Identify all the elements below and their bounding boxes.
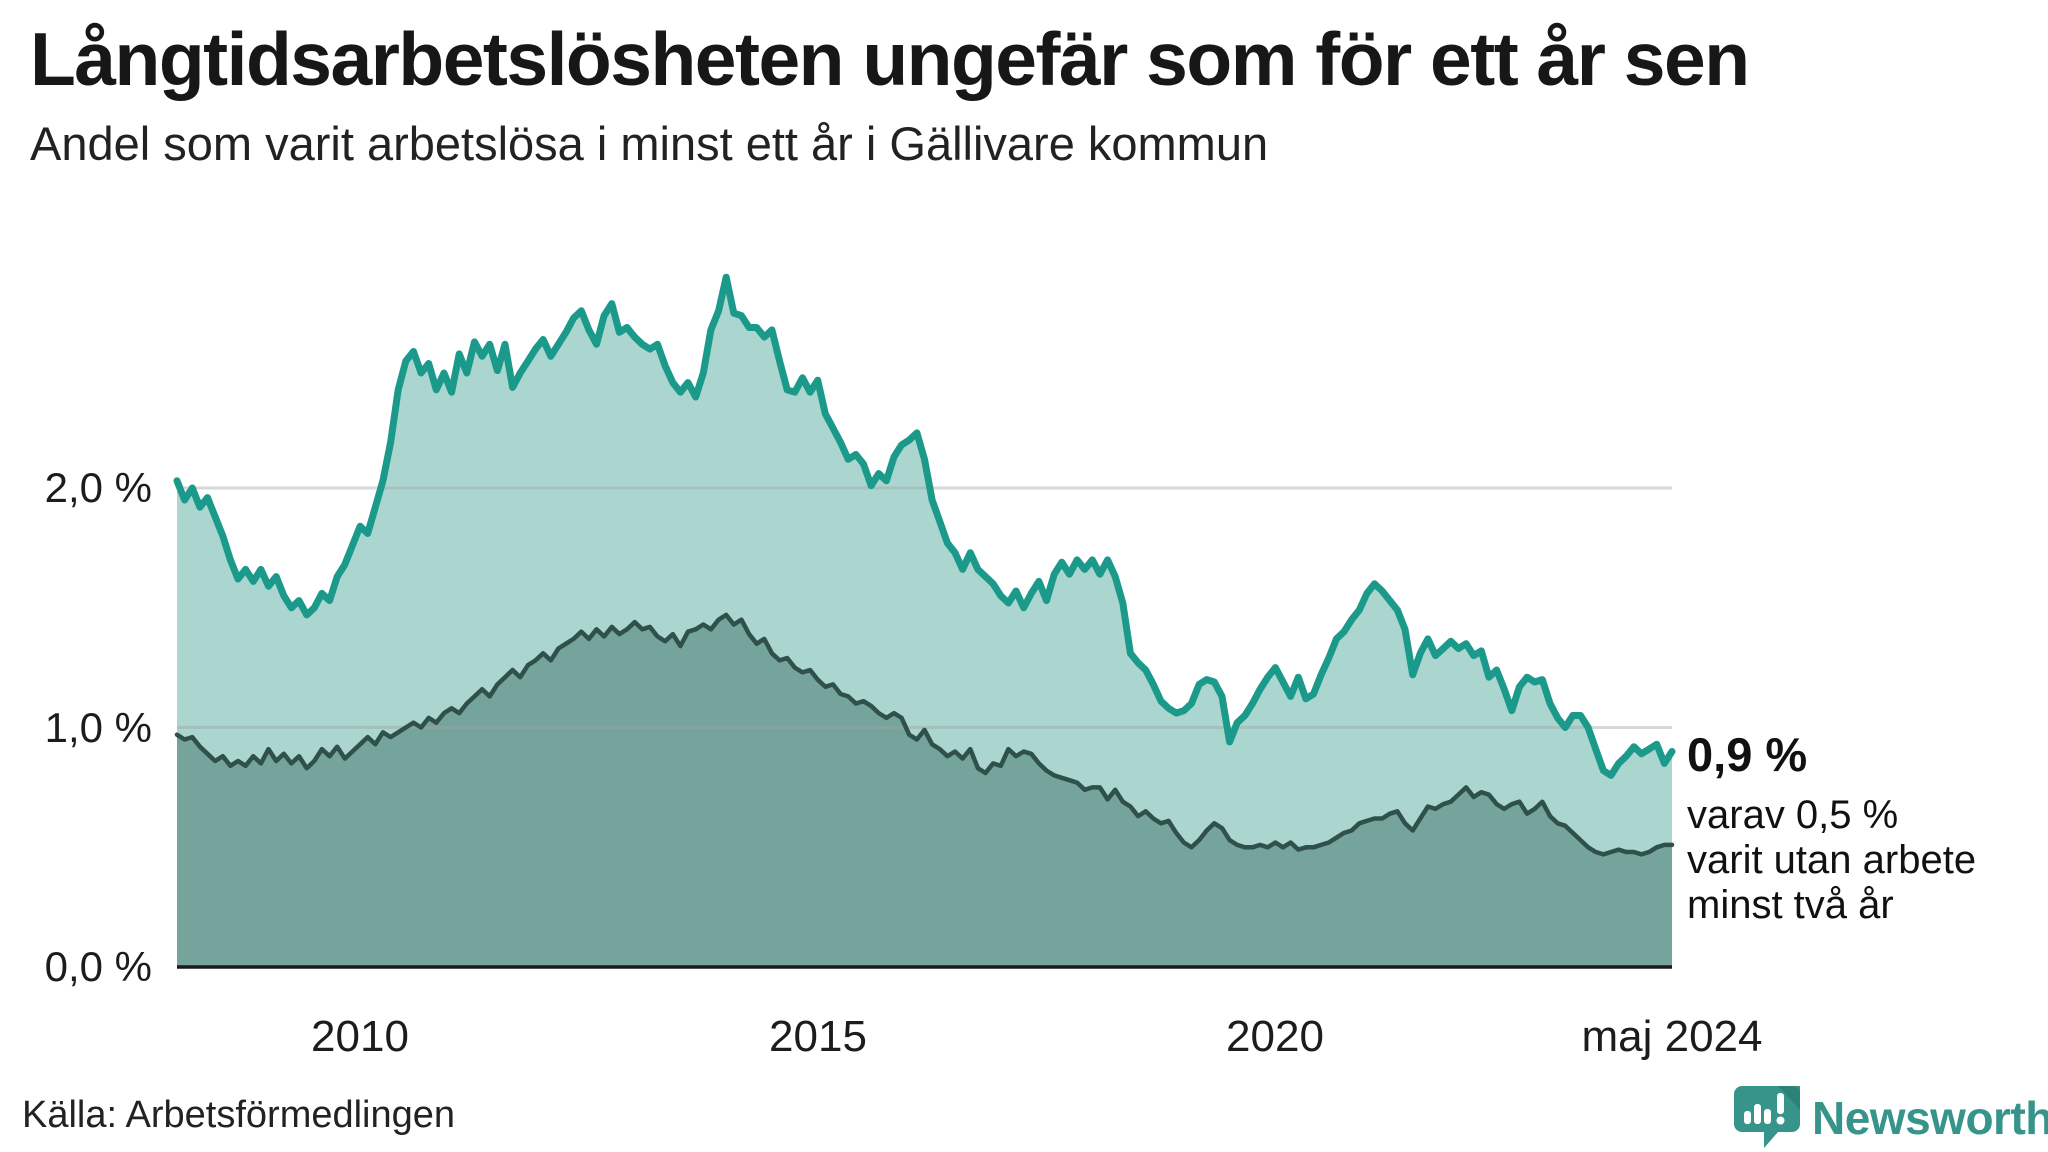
annotation-line-2: varit utan arbete — [1687, 838, 1977, 882]
annotation-line-3: minst två år — [1687, 883, 1894, 927]
newsworthy-wordmark: Newsworthy — [1812, 1092, 2048, 1144]
newsworthy-pin-icon — [1734, 1086, 1800, 1148]
source-note: Källa: Arbetsförmedlingen — [22, 1094, 456, 1136]
y-axis-label-2pct: 2,0 % — [44, 464, 152, 511]
annotation-line-1: varav 0,5 % — [1687, 793, 1899, 837]
newsworthy-logo: Newsworthy — [1734, 1086, 2048, 1150]
x-axis-label-2010: 2010 — [311, 1012, 409, 1061]
x-axis-label-2020: 2020 — [1226, 1012, 1324, 1061]
end-value-label: 0,9 % — [1687, 728, 1808, 781]
y-axis-label-1pct: 1,0 % — [44, 704, 152, 751]
x-axis-label-2015: 2015 — [769, 1012, 867, 1061]
logo-bars-icon — [1744, 1093, 1785, 1125]
chart-subtitle: Andel som varit arbetslösa i minst ett å… — [30, 117, 1269, 170]
x-axis-label-maj-2024: maj 2024 — [1581, 1012, 1763, 1061]
page-title: Långtidsarbetslösheten ungefär som för e… — [30, 17, 1750, 101]
y-axis-label-0pct: 0,0 % — [44, 943, 152, 990]
